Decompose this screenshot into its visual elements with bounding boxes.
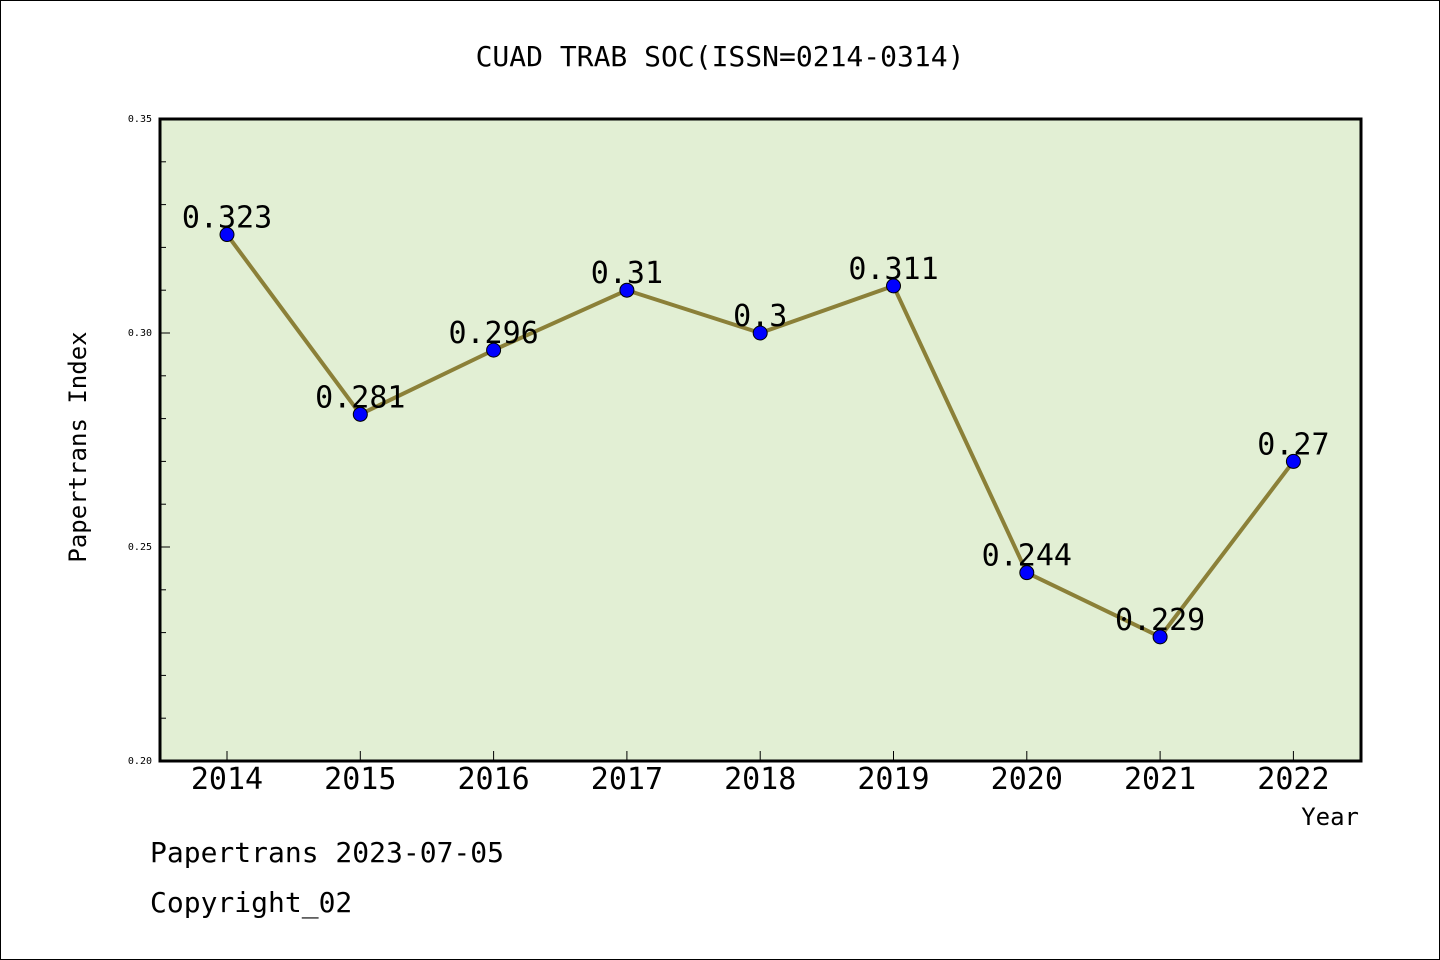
data-label: 0.27 <box>1257 427 1329 462</box>
x-tick-label: 2020 <box>991 762 1063 797</box>
x-tick-label: 2022 <box>1257 762 1329 797</box>
y-tick-label: 0.20 <box>128 756 152 767</box>
data-point <box>352 406 368 422</box>
data-label: 0.281 <box>315 380 405 415</box>
data-labels: 0.323 0.281 0.296 0.31 0.3 0.311 0.244 0.229 0.2… <box>182 201 1330 638</box>
data-point <box>752 325 768 341</box>
data-label: 0.3 <box>733 299 787 334</box>
x-axis-label: Year <box>1301 803 1359 831</box>
footer-date: Papertrans 2023-07-05 <box>150 836 505 869</box>
y-tick-label: 0.25 <box>128 542 152 553</box>
x-axis: 2014 2015 2016 2017 2018 2019 2020 2021 2022 <box>191 751 1330 797</box>
x-tick-label: 2016 <box>457 762 529 797</box>
y-axis-label: Papertrans Index <box>64 331 92 562</box>
y-axis: 0.20 0.25 0.30 0.35 <box>128 114 170 767</box>
data-markers <box>219 227 1301 645</box>
data-label: 0.311 <box>848 252 938 287</box>
y-tick-label: 0.35 <box>128 114 152 125</box>
data-label: 0.323 <box>182 201 272 236</box>
data-point <box>486 342 502 358</box>
footer-copyright: Copyright_02 <box>150 886 353 919</box>
x-tick-label: 2019 <box>857 762 929 797</box>
data-point <box>1152 629 1168 645</box>
data-point <box>886 278 901 294</box>
chart-title: CUAD TRAB SOC(ISSN=0214-0314) <box>476 40 965 73</box>
data-point <box>1019 565 1035 581</box>
y-tick-label: 0.30 <box>128 328 152 339</box>
data-point <box>619 282 635 298</box>
data-label: 0.229 <box>1115 603 1205 638</box>
x-tick-label: 2015 <box>324 762 396 797</box>
data-label: 0.244 <box>982 539 1072 574</box>
x-tick-label: 2014 <box>191 762 263 797</box>
data-point <box>1285 453 1301 469</box>
data-label: 0.31 <box>591 256 663 291</box>
plot-area <box>158 117 1363 763</box>
x-tick-label: 2018 <box>724 762 796 797</box>
data-point <box>219 227 235 243</box>
x-tick-label: 2021 <box>1124 762 1196 797</box>
data-label: 0.296 <box>448 316 538 351</box>
x-tick-label: 2017 <box>591 762 663 797</box>
